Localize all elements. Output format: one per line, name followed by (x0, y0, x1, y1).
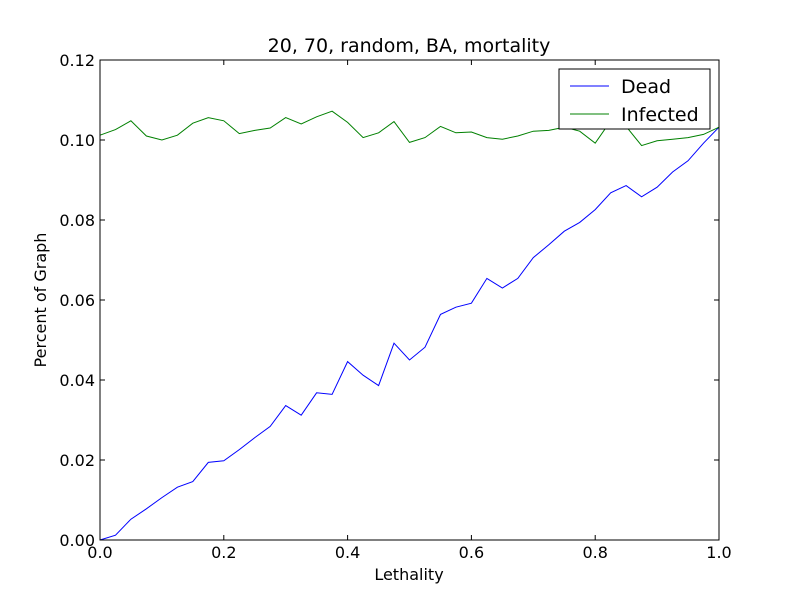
y-tick-label: 0.02 (59, 451, 95, 470)
legend: Dead Infected (559, 69, 710, 129)
axes-background (100, 60, 719, 540)
y-tick-label: 0.06 (59, 291, 95, 310)
x-tick-label: 1.0 (706, 543, 731, 562)
chart-title: 20, 70, random, BA, mortality (268, 35, 551, 57)
legend-label-dead: Dead (621, 76, 671, 98)
x-tick-label: 0.4 (335, 543, 360, 562)
x-tick-label: 0.8 (582, 543, 607, 562)
x-tick-label: 0.2 (211, 543, 236, 562)
legend-label-infected: Infected (621, 104, 699, 126)
x-axis-label: Lethality (374, 565, 443, 584)
y-axis-label: Percent of Graph (31, 233, 50, 368)
x-tick-label: 0.6 (459, 543, 484, 562)
y-tick-label: 0.10 (59, 131, 95, 150)
y-tick-label: 0.00 (59, 531, 95, 550)
y-tick-label: 0.12 (59, 51, 95, 70)
y-tick-label: 0.04 (59, 371, 95, 390)
y-tick-label: 0.08 (59, 211, 95, 230)
